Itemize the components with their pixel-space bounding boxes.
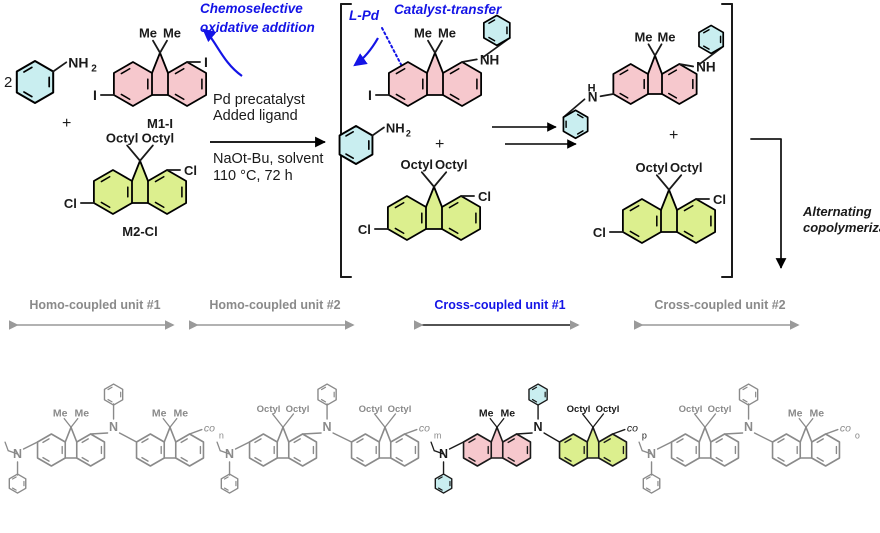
svg-text:2: 2 xyxy=(4,74,12,91)
svg-text:Me: Me xyxy=(53,408,68,420)
svg-text:M2-Cl: M2-Cl xyxy=(122,224,157,239)
svg-text:Catalyst-transfer: Catalyst-transfer xyxy=(394,2,502,17)
svg-text:+: + xyxy=(435,136,444,153)
svg-text:Chemoselective: Chemoselective xyxy=(200,1,303,16)
svg-text:Octyl: Octyl xyxy=(670,160,703,175)
svg-text:2: 2 xyxy=(406,128,411,138)
svg-text:co: co xyxy=(204,423,215,435)
svg-text:Homo-coupled unit #2: Homo-coupled unit #2 xyxy=(209,298,340,312)
svg-text:co: co xyxy=(627,423,638,435)
svg-text:Me: Me xyxy=(139,26,157,41)
svg-text:Octyl: Octyl xyxy=(596,404,620,415)
svg-text:Me: Me xyxy=(438,26,456,41)
svg-text:M1-I: M1-I xyxy=(147,116,173,131)
svg-text:Me: Me xyxy=(500,408,515,420)
svg-text:NH: NH xyxy=(68,54,88,70)
svg-text:m: m xyxy=(434,431,442,441)
svg-text:Octyl: Octyl xyxy=(708,404,732,415)
svg-text:NaOt-Bu, solvent: NaOt-Bu, solvent xyxy=(213,151,323,167)
svg-text:NH: NH xyxy=(696,59,716,74)
svg-text:Cross-coupled unit #1: Cross-coupled unit #1 xyxy=(434,298,565,312)
svg-text:Me: Me xyxy=(173,408,188,420)
svg-text:Octyl: Octyl xyxy=(142,130,175,145)
svg-text:N: N xyxy=(534,420,543,434)
svg-text:Cl: Cl xyxy=(358,222,371,237)
svg-text:co: co xyxy=(419,423,430,435)
svg-text:I: I xyxy=(204,54,208,70)
svg-text:NH: NH xyxy=(480,52,500,67)
svg-text:Me: Me xyxy=(163,26,181,41)
svg-text:Homo-coupled unit #1: Homo-coupled unit #1 xyxy=(29,298,160,312)
svg-text:o: o xyxy=(855,431,860,441)
svg-text:Octyl: Octyl xyxy=(257,404,281,415)
svg-text:N: N xyxy=(744,420,753,434)
svg-text:copolymerization: copolymerization xyxy=(803,220,880,235)
svg-text:Me: Me xyxy=(634,29,652,44)
svg-text:I: I xyxy=(368,87,372,103)
svg-text:Me: Me xyxy=(152,408,167,420)
svg-text:Octyl: Octyl xyxy=(636,160,669,175)
svg-text:Alternating: Alternating xyxy=(802,204,872,219)
svg-text:Octyl: Octyl xyxy=(359,404,383,415)
svg-text:H: H xyxy=(588,82,596,94)
svg-text:Octyl: Octyl xyxy=(679,404,703,415)
svg-text:N: N xyxy=(109,420,118,434)
svg-text:Octyl: Octyl xyxy=(435,157,468,172)
svg-text:L-Pd: L-Pd xyxy=(349,8,380,23)
svg-text:Octyl: Octyl xyxy=(388,404,412,415)
svg-text:Cl: Cl xyxy=(184,163,197,178)
svg-text:Octyl: Octyl xyxy=(567,404,591,415)
svg-text:Pd precatalyst: Pd precatalyst xyxy=(213,92,305,108)
svg-text:Added ligand: Added ligand xyxy=(213,108,298,124)
svg-text:2: 2 xyxy=(91,63,97,74)
svg-text:N: N xyxy=(323,420,332,434)
svg-text:n: n xyxy=(219,431,224,441)
svg-text:I: I xyxy=(93,87,97,103)
svg-text:oxidative addition: oxidative addition xyxy=(200,20,315,35)
svg-text:Octyl: Octyl xyxy=(401,157,434,172)
svg-text:Me: Me xyxy=(74,408,89,420)
svg-text:Cl: Cl xyxy=(713,192,726,207)
svg-text:Me: Me xyxy=(479,408,494,420)
svg-text:Octyl: Octyl xyxy=(286,404,310,415)
svg-text:Octyl: Octyl xyxy=(106,130,139,145)
svg-text:+: + xyxy=(669,127,678,144)
svg-text:p: p xyxy=(642,431,647,441)
svg-text:NH: NH xyxy=(386,120,405,135)
svg-text:Me: Me xyxy=(809,408,824,420)
svg-text:+: + xyxy=(62,115,71,132)
svg-text:Me: Me xyxy=(788,408,803,420)
svg-text:Me: Me xyxy=(414,26,432,41)
svg-text:110 °C, 72 h: 110 °C, 72 h xyxy=(213,168,293,184)
svg-text:Cl: Cl xyxy=(593,225,606,240)
svg-text:Me: Me xyxy=(657,29,675,44)
svg-text:Cl: Cl xyxy=(64,196,77,211)
svg-text:co: co xyxy=(840,423,851,435)
svg-text:Cross-coupled unit #2: Cross-coupled unit #2 xyxy=(654,298,785,312)
svg-text:Cl: Cl xyxy=(478,189,491,204)
